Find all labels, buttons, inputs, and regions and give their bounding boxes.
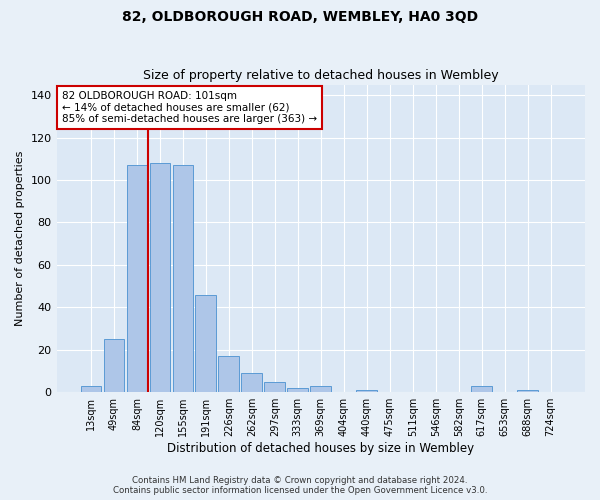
X-axis label: Distribution of detached houses by size in Wembley: Distribution of detached houses by size … xyxy=(167,442,475,455)
Text: 82 OLDBOROUGH ROAD: 101sqm
← 14% of detached houses are smaller (62)
85% of semi: 82 OLDBOROUGH ROAD: 101sqm ← 14% of deta… xyxy=(62,90,317,124)
Bar xyxy=(310,386,331,392)
Text: 82, OLDBOROUGH ROAD, WEMBLEY, HA0 3QD: 82, OLDBOROUGH ROAD, WEMBLEY, HA0 3QD xyxy=(122,10,478,24)
Bar xyxy=(265,382,285,392)
Bar xyxy=(127,165,147,392)
Bar xyxy=(287,388,308,392)
Title: Size of property relative to detached houses in Wembley: Size of property relative to detached ho… xyxy=(143,69,499,82)
Bar xyxy=(149,163,170,392)
Bar xyxy=(173,165,193,392)
Bar xyxy=(104,339,124,392)
Bar xyxy=(472,386,492,392)
Bar xyxy=(80,386,101,392)
Bar xyxy=(517,390,538,392)
Y-axis label: Number of detached properties: Number of detached properties xyxy=(15,150,25,326)
Bar xyxy=(241,373,262,392)
Bar xyxy=(356,390,377,392)
Bar xyxy=(196,294,216,392)
Text: Contains HM Land Registry data © Crown copyright and database right 2024.
Contai: Contains HM Land Registry data © Crown c… xyxy=(113,476,487,495)
Bar xyxy=(218,356,239,392)
